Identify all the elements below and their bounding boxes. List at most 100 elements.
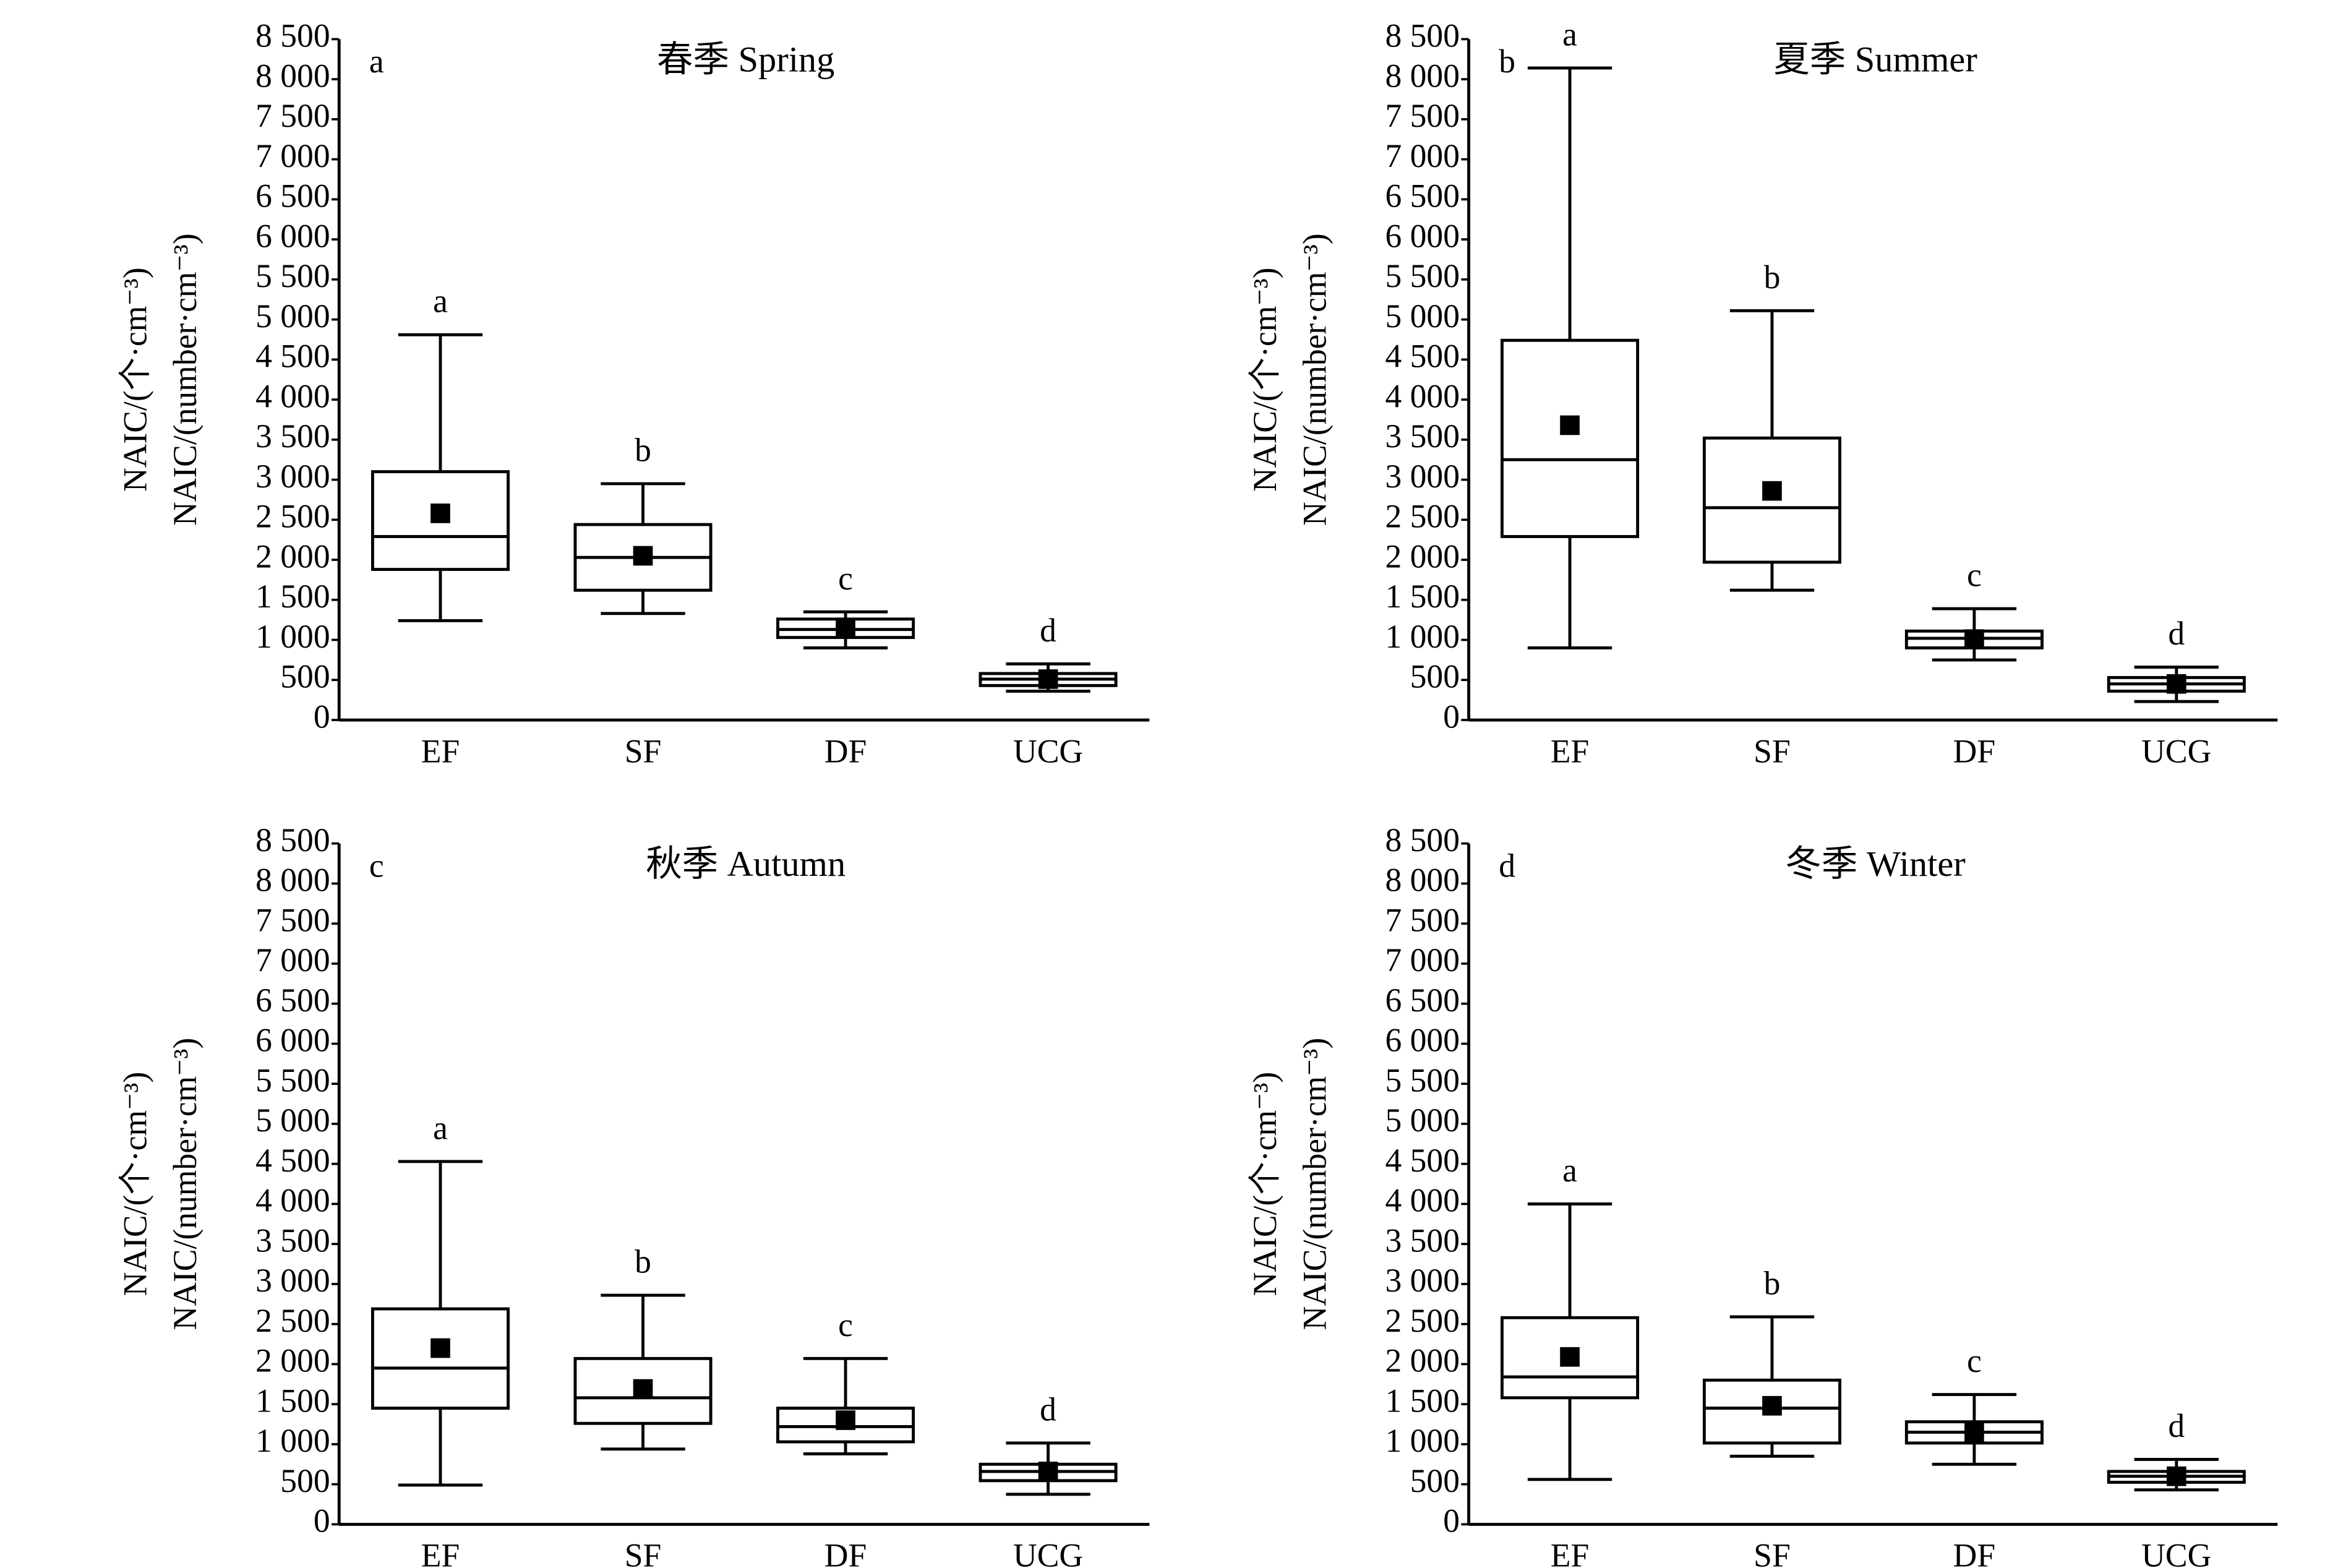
x-tick-label: EF — [1551, 732, 1590, 769]
y-tick-label: 2 500 — [255, 498, 330, 535]
y-tick-label: 1 000 — [1385, 1422, 1460, 1459]
y-tick-label: 7 000 — [1385, 137, 1460, 174]
panel-title: 夏季 Summer — [1773, 40, 1977, 80]
mean-marker — [633, 1379, 653, 1399]
y-tick-label: 6 000 — [255, 217, 330, 254]
y-tick-label: 0 — [314, 698, 330, 735]
panel-title: 秋季 Autumn — [646, 844, 846, 884]
y-tick-label: 1 000 — [1385, 618, 1460, 655]
y-tick-label: 4 500 — [1385, 1142, 1460, 1179]
significance-letter: a — [433, 1109, 448, 1146]
y-tick-label: 4 500 — [1385, 338, 1460, 375]
x-tick-label: SF — [625, 1537, 662, 1568]
panel-title: 冬季 Winter — [1785, 844, 1965, 884]
box — [776, 1407, 915, 1444]
mean-marker — [430, 1338, 450, 1358]
y-tick-label: 500 — [280, 658, 330, 695]
y-tick-label: 6 500 — [1385, 178, 1460, 215]
x-tick-label: UCG — [2141, 732, 2211, 769]
y-tick-label: 7 500 — [1385, 97, 1460, 134]
significance-letter: b — [1764, 1265, 1781, 1302]
y-tick-label: 4 000 — [1385, 1182, 1460, 1219]
mean-marker — [1964, 629, 1984, 649]
y-tick-label: 3 000 — [1385, 1262, 1460, 1299]
y-tick-label: 5 500 — [1385, 257, 1460, 294]
mean-marker — [2166, 674, 2186, 694]
panel-letter: a — [369, 43, 384, 80]
y-tick-label: 8 000 — [255, 862, 330, 899]
significance-letter: d — [2168, 615, 2185, 652]
y-tick-label: 5 000 — [255, 1102, 330, 1139]
x-tick-label: DF — [1953, 1537, 1995, 1568]
y-tick-label: 2 500 — [1385, 1302, 1460, 1339]
box — [1702, 436, 1841, 564]
y-tick-label: 500 — [1410, 658, 1460, 695]
y-axis-label: NAIC/(number·cm⁻³) — [1296, 1038, 1333, 1330]
y-tick-label: 4 500 — [255, 1142, 330, 1179]
mean-marker — [1038, 1462, 1058, 1481]
y-tick-label: 2 500 — [255, 1302, 330, 1339]
y-tick-label: 5 500 — [255, 1061, 330, 1099]
y-axis-label: NAIC/(个·cm⁻³) — [117, 1072, 154, 1296]
panel-letter: b — [1499, 43, 1515, 80]
significance-letter: a — [433, 283, 448, 320]
mean-marker — [836, 1410, 855, 1430]
y-tick-label: 5 500 — [255, 257, 330, 294]
panel-title: 春季 Spring — [657, 40, 834, 80]
mean-marker — [1560, 415, 1580, 435]
y-tick-label: 3 000 — [1385, 458, 1460, 495]
box — [370, 1307, 510, 1410]
y-tick-label: 0 — [1443, 1502, 1460, 1540]
y-axis-label: NAIC/(个·cm⁻³) — [117, 267, 154, 492]
panel-letter: c — [369, 847, 384, 884]
y-tick-label: 4 000 — [255, 377, 330, 414]
box — [1501, 338, 1640, 538]
y-tick-label: 8 000 — [1385, 57, 1460, 94]
y-tick-label: 1 500 — [1385, 1382, 1460, 1419]
y-tick-label: 3 500 — [255, 418, 330, 455]
y-tick-label: 2 000 — [255, 538, 330, 575]
y-tick-label: 1 500 — [1385, 578, 1460, 615]
y-tick-label: 7 500 — [255, 901, 330, 938]
y-tick-label: 2 500 — [1385, 498, 1460, 535]
y-tick-label: 6 500 — [255, 178, 330, 215]
y-tick-label: 6 500 — [1385, 982, 1460, 1019]
y-tick-label: 6 000 — [1385, 1022, 1460, 1059]
y-tick-label: 3 500 — [255, 1222, 330, 1259]
significance-letter: b — [635, 432, 651, 469]
y-tick-label: 3 000 — [255, 1262, 330, 1299]
y-tick-label: 7 500 — [255, 97, 330, 134]
y-axis-label: NAIC/(number·cm⁻³) — [1296, 233, 1333, 526]
y-tick-label: 6 000 — [1385, 217, 1460, 254]
y-tick-label: 1 500 — [255, 1382, 330, 1419]
mean-marker — [430, 503, 450, 523]
x-tick-label: DF — [824, 732, 867, 769]
x-tick-label: SF — [1753, 1537, 1791, 1568]
x-tick-label: SF — [625, 732, 662, 769]
y-tick-label: 8 000 — [255, 57, 330, 94]
significance-letter: d — [1040, 612, 1056, 649]
y-tick-label: 2 000 — [255, 1342, 330, 1379]
x-tick-label: DF — [824, 1537, 867, 1568]
mean-marker — [1762, 481, 1782, 501]
y-tick-label: 2 000 — [1385, 538, 1460, 575]
y-tick-label: 8 000 — [1385, 862, 1460, 899]
y-tick-label: 1 000 — [255, 618, 330, 655]
y-tick-label: 6 000 — [255, 1022, 330, 1059]
x-tick-label: UCG — [1013, 732, 1083, 769]
significance-letter: b — [635, 1243, 651, 1280]
mean-marker — [1038, 669, 1058, 689]
mean-marker — [1560, 1347, 1580, 1367]
x-tick-label: UCG — [2141, 1537, 2211, 1568]
y-tick-label: 8 500 — [255, 821, 330, 859]
x-tick-label: DF — [1953, 732, 1995, 769]
box — [370, 470, 510, 571]
y-axis-label: NAIC/(number·cm⁻³) — [166, 1038, 203, 1330]
y-tick-label: 2 000 — [1385, 1342, 1460, 1379]
y-tick-label: 3 500 — [1385, 418, 1460, 455]
y-tick-label: 7 500 — [1385, 901, 1460, 938]
y-tick-label: 4 500 — [255, 338, 330, 375]
y-tick-label: 500 — [280, 1462, 330, 1499]
y-tick-label: 7 000 — [255, 137, 330, 174]
significance-letter: a — [1562, 16, 1577, 53]
